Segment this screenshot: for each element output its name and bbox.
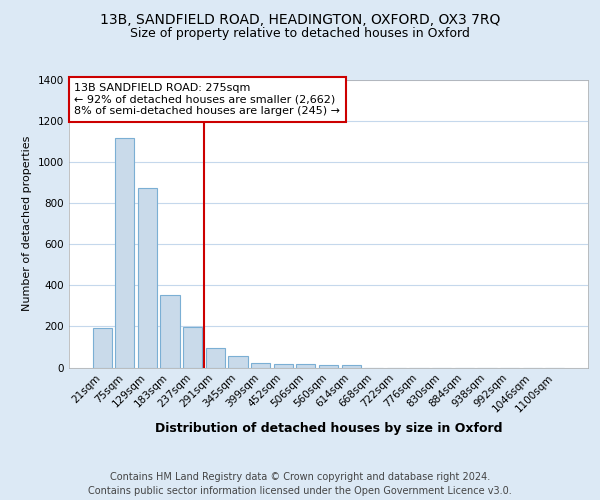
Text: Contains HM Land Registry data © Crown copyright and database right 2024.: Contains HM Land Registry data © Crown c… xyxy=(110,472,490,482)
Bar xyxy=(319,365,338,368)
Bar xyxy=(92,328,112,368)
X-axis label: Distribution of detached houses by size in Oxford: Distribution of detached houses by size … xyxy=(155,422,502,435)
Bar xyxy=(296,364,316,368)
Y-axis label: Number of detached properties: Number of detached properties xyxy=(22,136,32,312)
Text: Contains public sector information licensed under the Open Government Licence v3: Contains public sector information licen… xyxy=(88,486,512,496)
Bar xyxy=(115,138,134,368)
Bar xyxy=(183,328,202,368)
Bar xyxy=(229,356,248,368)
Text: Size of property relative to detached houses in Oxford: Size of property relative to detached ho… xyxy=(130,28,470,40)
Bar xyxy=(138,188,157,368)
Bar xyxy=(274,364,293,368)
Bar xyxy=(206,348,225,368)
Text: 13B, SANDFIELD ROAD, HEADINGTON, OXFORD, OX3 7RQ: 13B, SANDFIELD ROAD, HEADINGTON, OXFORD,… xyxy=(100,12,500,26)
Text: 13B SANDFIELD ROAD: 275sqm
← 92% of detached houses are smaller (2,662)
8% of se: 13B SANDFIELD ROAD: 275sqm ← 92% of deta… xyxy=(74,83,340,116)
Bar xyxy=(251,364,270,368)
Bar xyxy=(341,365,361,368)
Bar xyxy=(160,294,180,368)
